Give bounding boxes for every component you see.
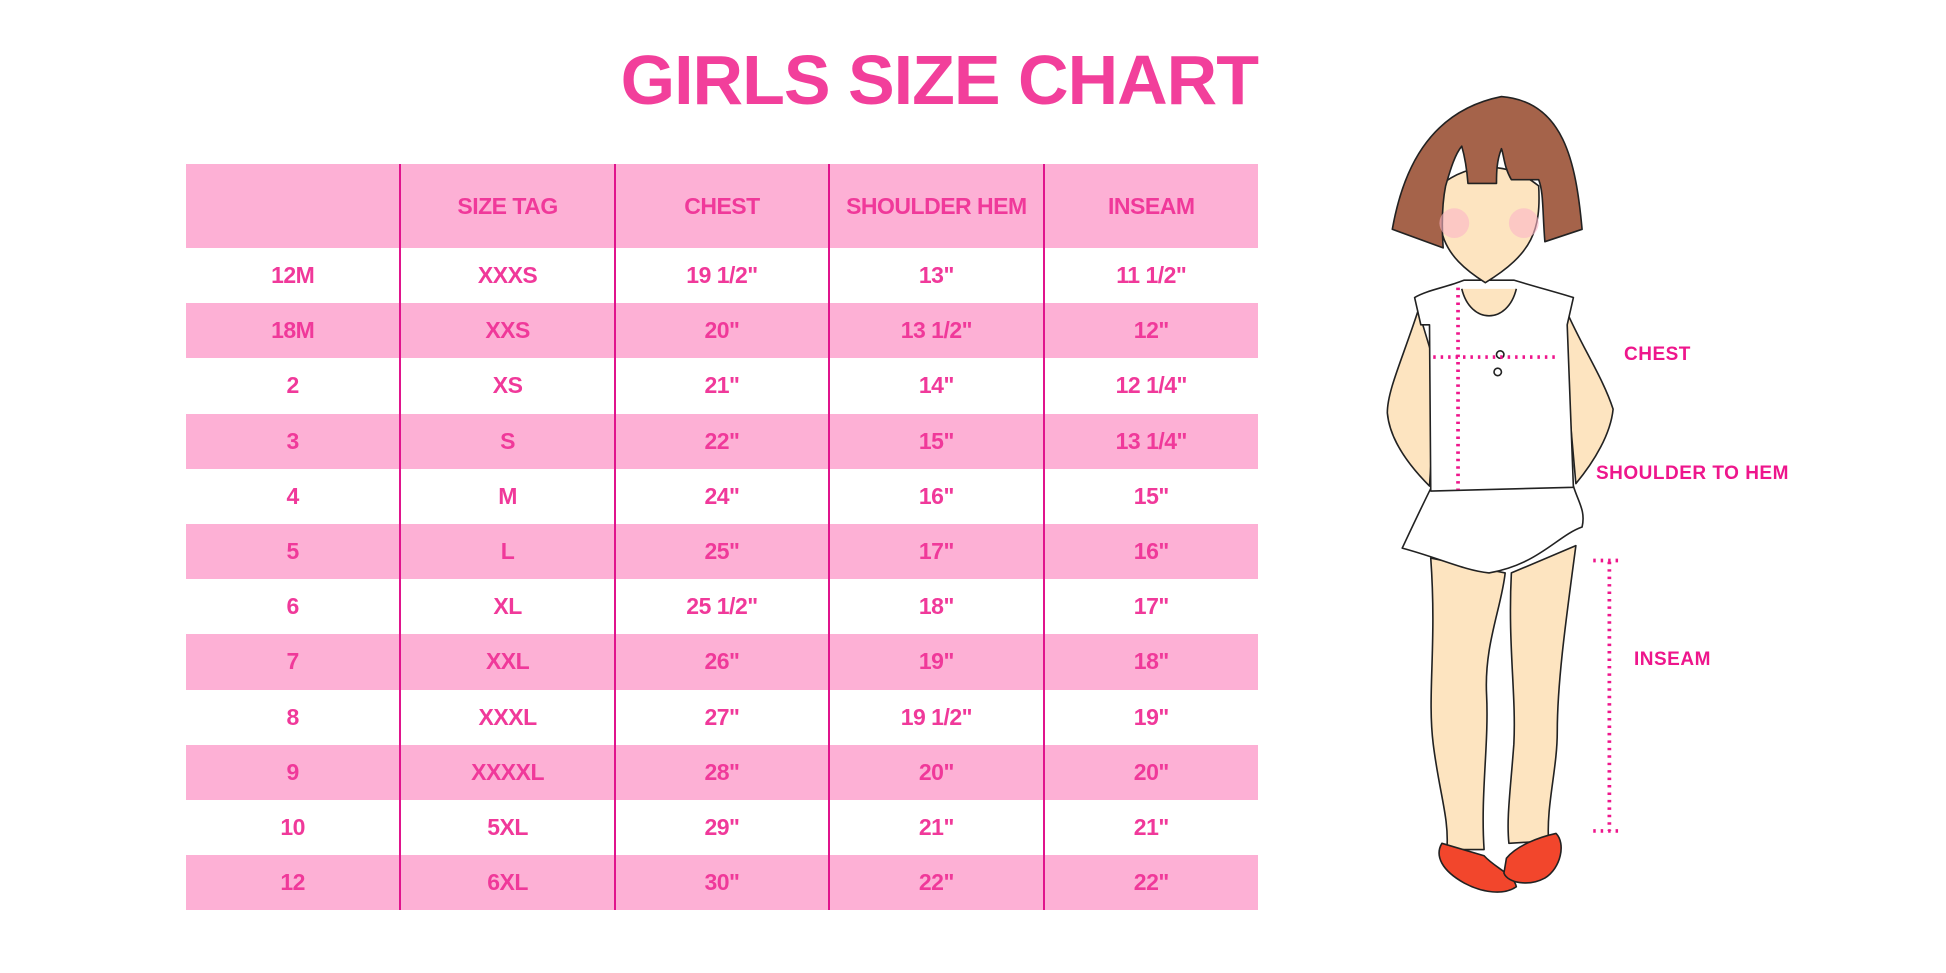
- table-cell: XXS: [399, 303, 615, 359]
- left-arm: [1386, 309, 1438, 487]
- right-shoe: [1503, 832, 1562, 884]
- table-cell: 20": [613, 303, 830, 359]
- table-cell: 26": [613, 634, 830, 690]
- table-cell: 19 1/2": [613, 248, 830, 304]
- table-cell: 20": [1042, 744, 1258, 800]
- table-row: 6 XL 25 1/2" 18" 17": [186, 579, 1258, 635]
- table-cell: 5: [286, 538, 300, 565]
- table-row: 3 S 22" 15" 13 1/4": [186, 413, 1258, 469]
- table-cell: 21": [828, 799, 1044, 856]
- table-cell: 15": [1042, 468, 1258, 524]
- table-cell: 19": [828, 634, 1044, 690]
- skirt: [1401, 485, 1584, 574]
- table-row: 9 XXXXL 28" 20" 20": [186, 744, 1258, 800]
- table-cell: 13 1/2": [828, 303, 1044, 359]
- table-cell: 7: [286, 648, 300, 675]
- shoulder-to-hem-label: SHOULDER TO HEM: [1596, 463, 1789, 484]
- right-arm: [1565, 309, 1614, 485]
- table-row: 12M XXXS 19 1/2" 13" 11 1/2": [186, 248, 1258, 304]
- table-cell: XXXS: [399, 248, 615, 304]
- table-cell: 6XL: [399, 855, 615, 911]
- hair: [1391, 95, 1583, 249]
- table-cell: 24": [613, 468, 830, 524]
- right-leg: [1507, 544, 1577, 845]
- cheek: [1508, 208, 1539, 238]
- table-row: 5 L 25" 17" 16": [186, 523, 1258, 580]
- table-cell: 20": [828, 744, 1044, 800]
- table-cell: 11 1/2": [1042, 248, 1258, 304]
- table-cell: XL: [399, 579, 615, 635]
- table-cell: 12": [1042, 303, 1258, 359]
- table-cell: 18M: [271, 317, 315, 344]
- table-cell: XXXL: [399, 689, 615, 745]
- table-cell: XS: [399, 358, 615, 414]
- table-cell: L: [399, 523, 615, 580]
- inseam-label: INSEAM: [1634, 649, 1711, 670]
- table-cell: 19": [1042, 689, 1258, 745]
- table-cell: 14": [828, 358, 1044, 414]
- table-cell: 22": [1042, 855, 1258, 911]
- column-header: SHOULDER HEM: [828, 164, 1044, 248]
- table-row: 8 XXXL 27" 19 1/2" 19": [186, 689, 1258, 745]
- page-title: GIRLS SIZE CHART: [620, 41, 1259, 119]
- table-row: 2 XS 21" 14" 12 1/4": [186, 358, 1258, 414]
- table-cell: 3: [286, 427, 300, 454]
- table-cell: 22": [828, 855, 1044, 911]
- table-row: 12 6XL 30" 22" 22": [186, 855, 1258, 911]
- table-row: 18M XXS 20" 13 1/2" 12": [186, 303, 1258, 359]
- table-cell: 16": [1042, 523, 1258, 580]
- table-row: 10 5XL 29" 21" 21": [186, 799, 1258, 856]
- left-leg: [1429, 557, 1506, 851]
- table-cell: 21": [613, 358, 830, 414]
- column-header: CHEST: [613, 164, 830, 248]
- table-cell: 27": [613, 689, 830, 745]
- table-row: 7 XXL 26" 19" 18": [186, 634, 1258, 690]
- table-cell: 16": [828, 468, 1044, 524]
- shirt: [1413, 279, 1575, 492]
- table-cell: 12 1/4": [1042, 358, 1258, 414]
- left-shoe: [1438, 842, 1518, 893]
- size-chart-table: SIZE TAG CHEST SHOULDER HEM INSEAM 12M XXXS 1…: [186, 164, 1258, 911]
- table-cell: 12M: [271, 262, 315, 289]
- table-cell: 25 1/2": [613, 579, 830, 635]
- table-cell: S: [399, 413, 615, 469]
- table-cell: 18": [1042, 634, 1258, 690]
- table-cell: 8: [286, 703, 300, 730]
- table-cell: XXL: [399, 634, 615, 690]
- table-cell: XXXXL: [399, 744, 615, 800]
- column-header: INSEAM: [1042, 164, 1258, 248]
- table-cell: 22": [613, 413, 830, 469]
- column-header: SIZE TAG: [399, 164, 615, 248]
- table-cell: 25": [613, 523, 830, 580]
- table-header-row: SIZE TAG CHEST SHOULDER HEM INSEAM: [186, 164, 1258, 248]
- table-cell: 6: [286, 593, 300, 620]
- table-cell: 4: [286, 482, 300, 509]
- chest-label: CHEST: [1624, 344, 1691, 365]
- table-cell: 13 1/4": [1042, 413, 1258, 469]
- table-cell: 29": [613, 799, 830, 856]
- table-cell: M: [399, 468, 615, 524]
- table-cell: 10: [280, 813, 305, 840]
- table-cell: 17": [1042, 579, 1258, 635]
- girl-measurement-illustration: [1386, 95, 1619, 893]
- table-cell: 2: [286, 372, 300, 399]
- table-cell: 19 1/2": [828, 689, 1044, 745]
- table-cell: 17": [828, 523, 1044, 580]
- table-row: 4 M 24" 16" 15": [186, 468, 1258, 524]
- cheek: [1439, 208, 1470, 238]
- table-cell: 18": [828, 579, 1044, 635]
- table-cell: 30": [613, 855, 830, 911]
- table-cell: 15": [828, 413, 1044, 469]
- table-cell: 5XL: [399, 799, 615, 856]
- table-cell: 9: [286, 758, 300, 785]
- table-cell: 28": [613, 744, 830, 800]
- table-cell: 13": [828, 248, 1044, 304]
- column-header: [186, 164, 400, 248]
- table-cell: 12: [280, 869, 305, 896]
- table-cell: 21": [1042, 799, 1258, 856]
